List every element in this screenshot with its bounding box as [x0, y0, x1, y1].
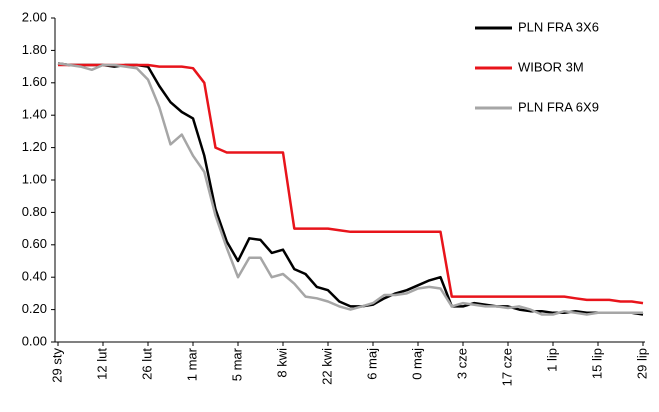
- x-tick-label: 1 lip: [544, 348, 559, 372]
- x-tick-label: 17 cze: [499, 348, 514, 386]
- y-tick-label: 2.00: [22, 9, 47, 24]
- y-tick-label: 0.40: [22, 269, 47, 284]
- legend-label: PLN FRA 3X6: [518, 19, 599, 34]
- y-tick-label: 1.20: [22, 139, 47, 154]
- y-tick-label: 1.40: [22, 107, 47, 122]
- legend-label: PLN FRA 6X9: [518, 99, 599, 114]
- y-tick-label: 1.00: [22, 171, 47, 186]
- x-tick-label: 26 lut: [139, 348, 154, 380]
- series-line: [57, 62, 644, 316]
- x-tick-label: 0 maj: [409, 348, 424, 380]
- x-tick-label: 29 lip: [634, 348, 649, 379]
- x-tick-label: 12 lut: [94, 348, 109, 380]
- y-tick-label: 1.80: [22, 42, 47, 57]
- x-tick-label: 8 kwi: [274, 348, 289, 378]
- x-tick-label: 29 sty: [49, 348, 64, 383]
- x-tick-label: 22 kwi: [319, 348, 334, 385]
- x-tick-label: 15 lip: [589, 348, 604, 379]
- series-line: [58, 63, 644, 305]
- x-tick-label: 6 maj: [364, 348, 379, 380]
- y-tick-label: 0.80: [22, 204, 47, 219]
- x-tick-label: 1 mar: [184, 347, 199, 381]
- series-line: [57, 62, 643, 316]
- y-tick-label: 0.60: [22, 236, 47, 251]
- x-tick-label: 5 mar: [229, 347, 244, 381]
- x-tick-label: 3 cze: [454, 348, 469, 379]
- y-tick-label: 0.00: [22, 333, 47, 348]
- legend-label: WIBOR 3M: [518, 59, 584, 74]
- y-tick-label: 1.60: [22, 74, 47, 89]
- y-tick-label: 0.20: [22, 301, 47, 316]
